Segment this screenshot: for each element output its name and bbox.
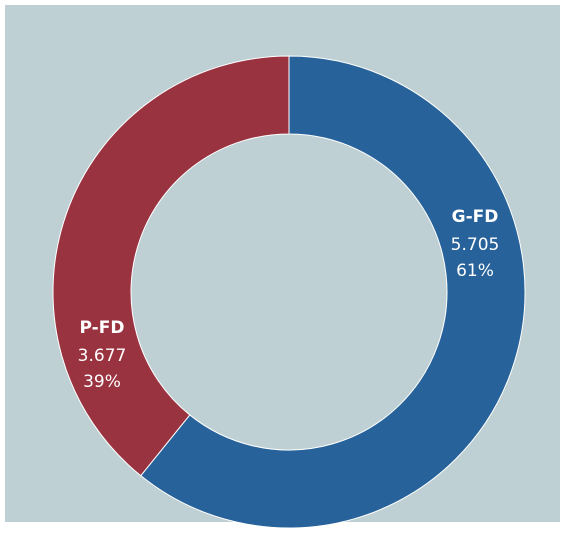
slice-percent: 39% xyxy=(83,372,121,392)
donut-slice xyxy=(52,55,290,477)
slice-value: 3.677 xyxy=(78,346,127,366)
slice-label: G-FD xyxy=(452,207,499,227)
donut-slice xyxy=(140,55,526,529)
slice-label: P-FD xyxy=(80,318,125,338)
slice-percent: 61% xyxy=(456,261,494,281)
slice-value: 5.705 xyxy=(451,235,500,255)
